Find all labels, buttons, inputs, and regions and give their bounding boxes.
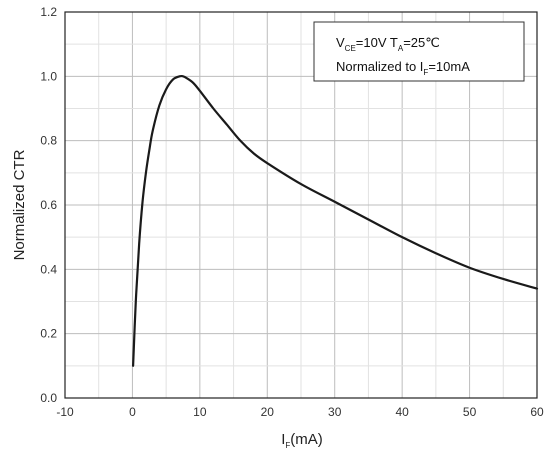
y-tick-label: 0.2 [40,327,57,341]
y-axis-ticks: 0.0 0.2 0.4 0.6 0.8 1.0 1.2 [40,5,57,405]
annotation-line-1: VCE=10V TA=25℃ [336,35,440,53]
y-axis-title: Normalized CTR [11,149,28,260]
annotation-text: =10mA [428,59,470,74]
x-tick-label: 40 [395,405,409,419]
x-tick-label: 0 [129,405,136,419]
y-tick-label: 0.4 [40,262,57,276]
annotation-text: =10V T [356,35,398,50]
ctr-curve [132,74,539,367]
x-axis-title-unit: (mA) [290,431,323,448]
x-tick-label: 60 [530,405,544,419]
annotation-text: =25℃ [403,35,440,50]
annotation-frame [313,21,525,82]
y-tick-label: 1.0 [40,69,57,83]
plot-frame [64,11,538,399]
annotation-subscript: CE [345,44,356,53]
x-tick-label: 30 [328,405,342,419]
x-axis-title: IF(mA) [281,431,323,450]
x-axis-title-main: I [281,431,285,448]
annotation-subscript: F [423,68,428,77]
x-tick-label: 20 [261,405,275,419]
x-tick-label: -10 [56,405,74,419]
y-tick-label: 0.8 [40,134,57,148]
x-axis-title-subscript: F [285,441,290,450]
x-tick-label: 10 [193,405,207,419]
series-group [132,74,539,367]
x-axis-ticks: -10 0 10 20 30 40 50 60 [56,405,544,419]
y-tick-label: 0.0 [40,391,57,405]
x-tick-label: 50 [463,405,477,419]
annotation-line-2: Normalized to IF=10mA [336,59,470,77]
annotation-text: Normalized to I [336,59,423,74]
y-tick-label: 1.2 [40,5,57,19]
annotation-subscript: A [398,44,404,53]
annotation-box: VCE=10V TA=25℃ Normalized to IF=10mA [313,21,525,82]
annotation-text: V [336,35,345,50]
y-tick-label: 0.6 [40,198,57,212]
